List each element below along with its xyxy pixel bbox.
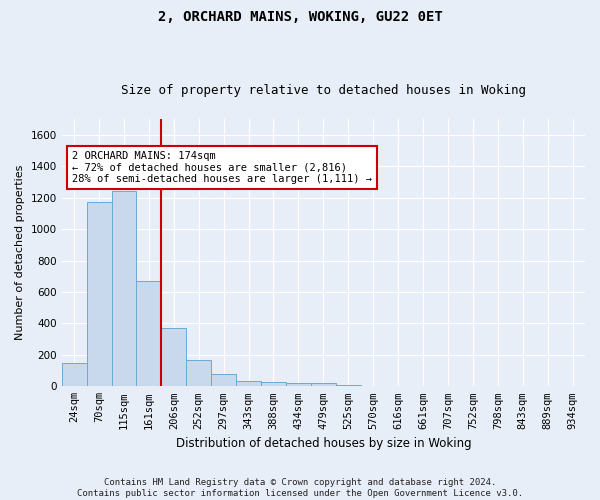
Bar bbox=[62, 362, 86, 386]
Bar bbox=[136, 281, 161, 386]
Bar bbox=[336, 384, 361, 386]
X-axis label: Distribution of detached houses by size in Woking: Distribution of detached houses by size … bbox=[176, 437, 471, 450]
Text: Contains HM Land Registry data © Crown copyright and database right 2024.
Contai: Contains HM Land Registry data © Crown c… bbox=[77, 478, 523, 498]
Bar bbox=[286, 383, 311, 386]
Bar bbox=[236, 381, 261, 386]
Bar bbox=[311, 384, 336, 386]
Text: 2 ORCHARD MAINS: 174sqm
← 72% of detached houses are smaller (2,816)
28% of semi: 2 ORCHARD MAINS: 174sqm ← 72% of detache… bbox=[72, 151, 372, 184]
Title: Size of property relative to detached houses in Woking: Size of property relative to detached ho… bbox=[121, 84, 526, 97]
Text: 2, ORCHARD MAINS, WOKING, GU22 0ET: 2, ORCHARD MAINS, WOKING, GU22 0ET bbox=[158, 10, 442, 24]
Bar bbox=[261, 382, 286, 386]
Bar bbox=[186, 360, 211, 386]
Bar bbox=[161, 328, 186, 386]
Bar bbox=[86, 202, 112, 386]
Y-axis label: Number of detached properties: Number of detached properties bbox=[15, 165, 25, 340]
Bar bbox=[211, 374, 236, 386]
Bar bbox=[112, 192, 136, 386]
